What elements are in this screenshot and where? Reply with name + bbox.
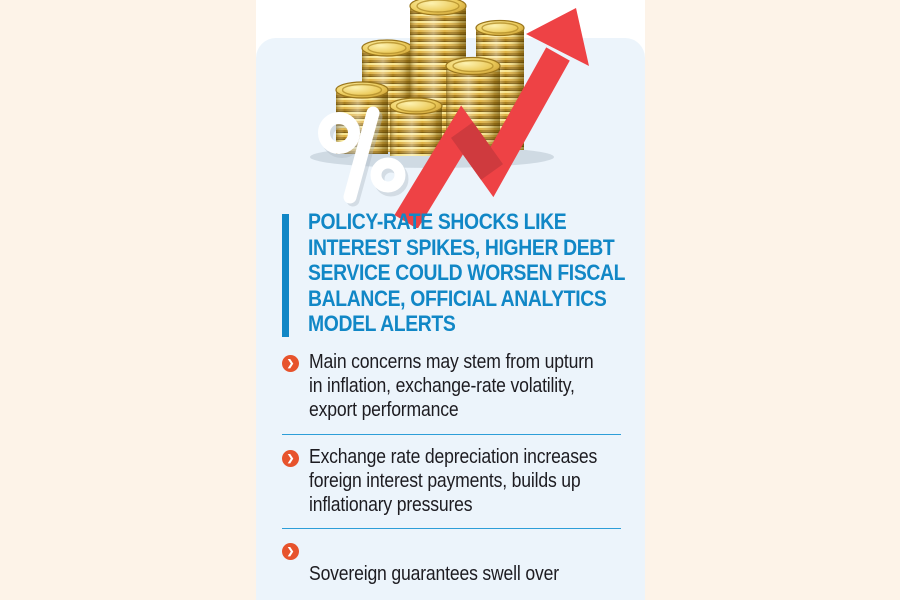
chevron-right-circle-icon: ❯ xyxy=(282,450,299,467)
headline: POLICY-RATE SHOCKS LIKE INTEREST SPIKES,… xyxy=(308,209,626,336)
divider-line-2 xyxy=(282,528,621,529)
divider-line-1 xyxy=(282,434,621,435)
headline-accent-bar xyxy=(282,214,289,337)
bullet-text-3: Sovereign guarantees swell over Tk 1.19t… xyxy=(309,538,606,600)
chevron-right-circle-icon: ❯ xyxy=(282,355,299,372)
bullet-item-2: ❯ Exchange rate depreciation increases f… xyxy=(282,445,647,517)
bullet-text-1: Main concerns may stem from upturn in in… xyxy=(309,351,594,421)
percent-sign-icon xyxy=(318,106,409,207)
coins-percent-arrow-illustration xyxy=(310,0,589,228)
bullet-item-1: ❯ Main concerns may stem from upturn in … xyxy=(282,350,647,422)
rising-arrow-icon xyxy=(394,8,589,228)
bullet-text-3-main: Sovereign guarantees swell over xyxy=(309,563,559,585)
bullet-item-3: ❯ Sovereign guarantees swell over Tk 1.1… xyxy=(282,538,647,600)
bullet-text-2: Exchange rate depreciation increases for… xyxy=(309,446,598,516)
chevron-right-circle-icon: ❯ xyxy=(282,543,299,560)
